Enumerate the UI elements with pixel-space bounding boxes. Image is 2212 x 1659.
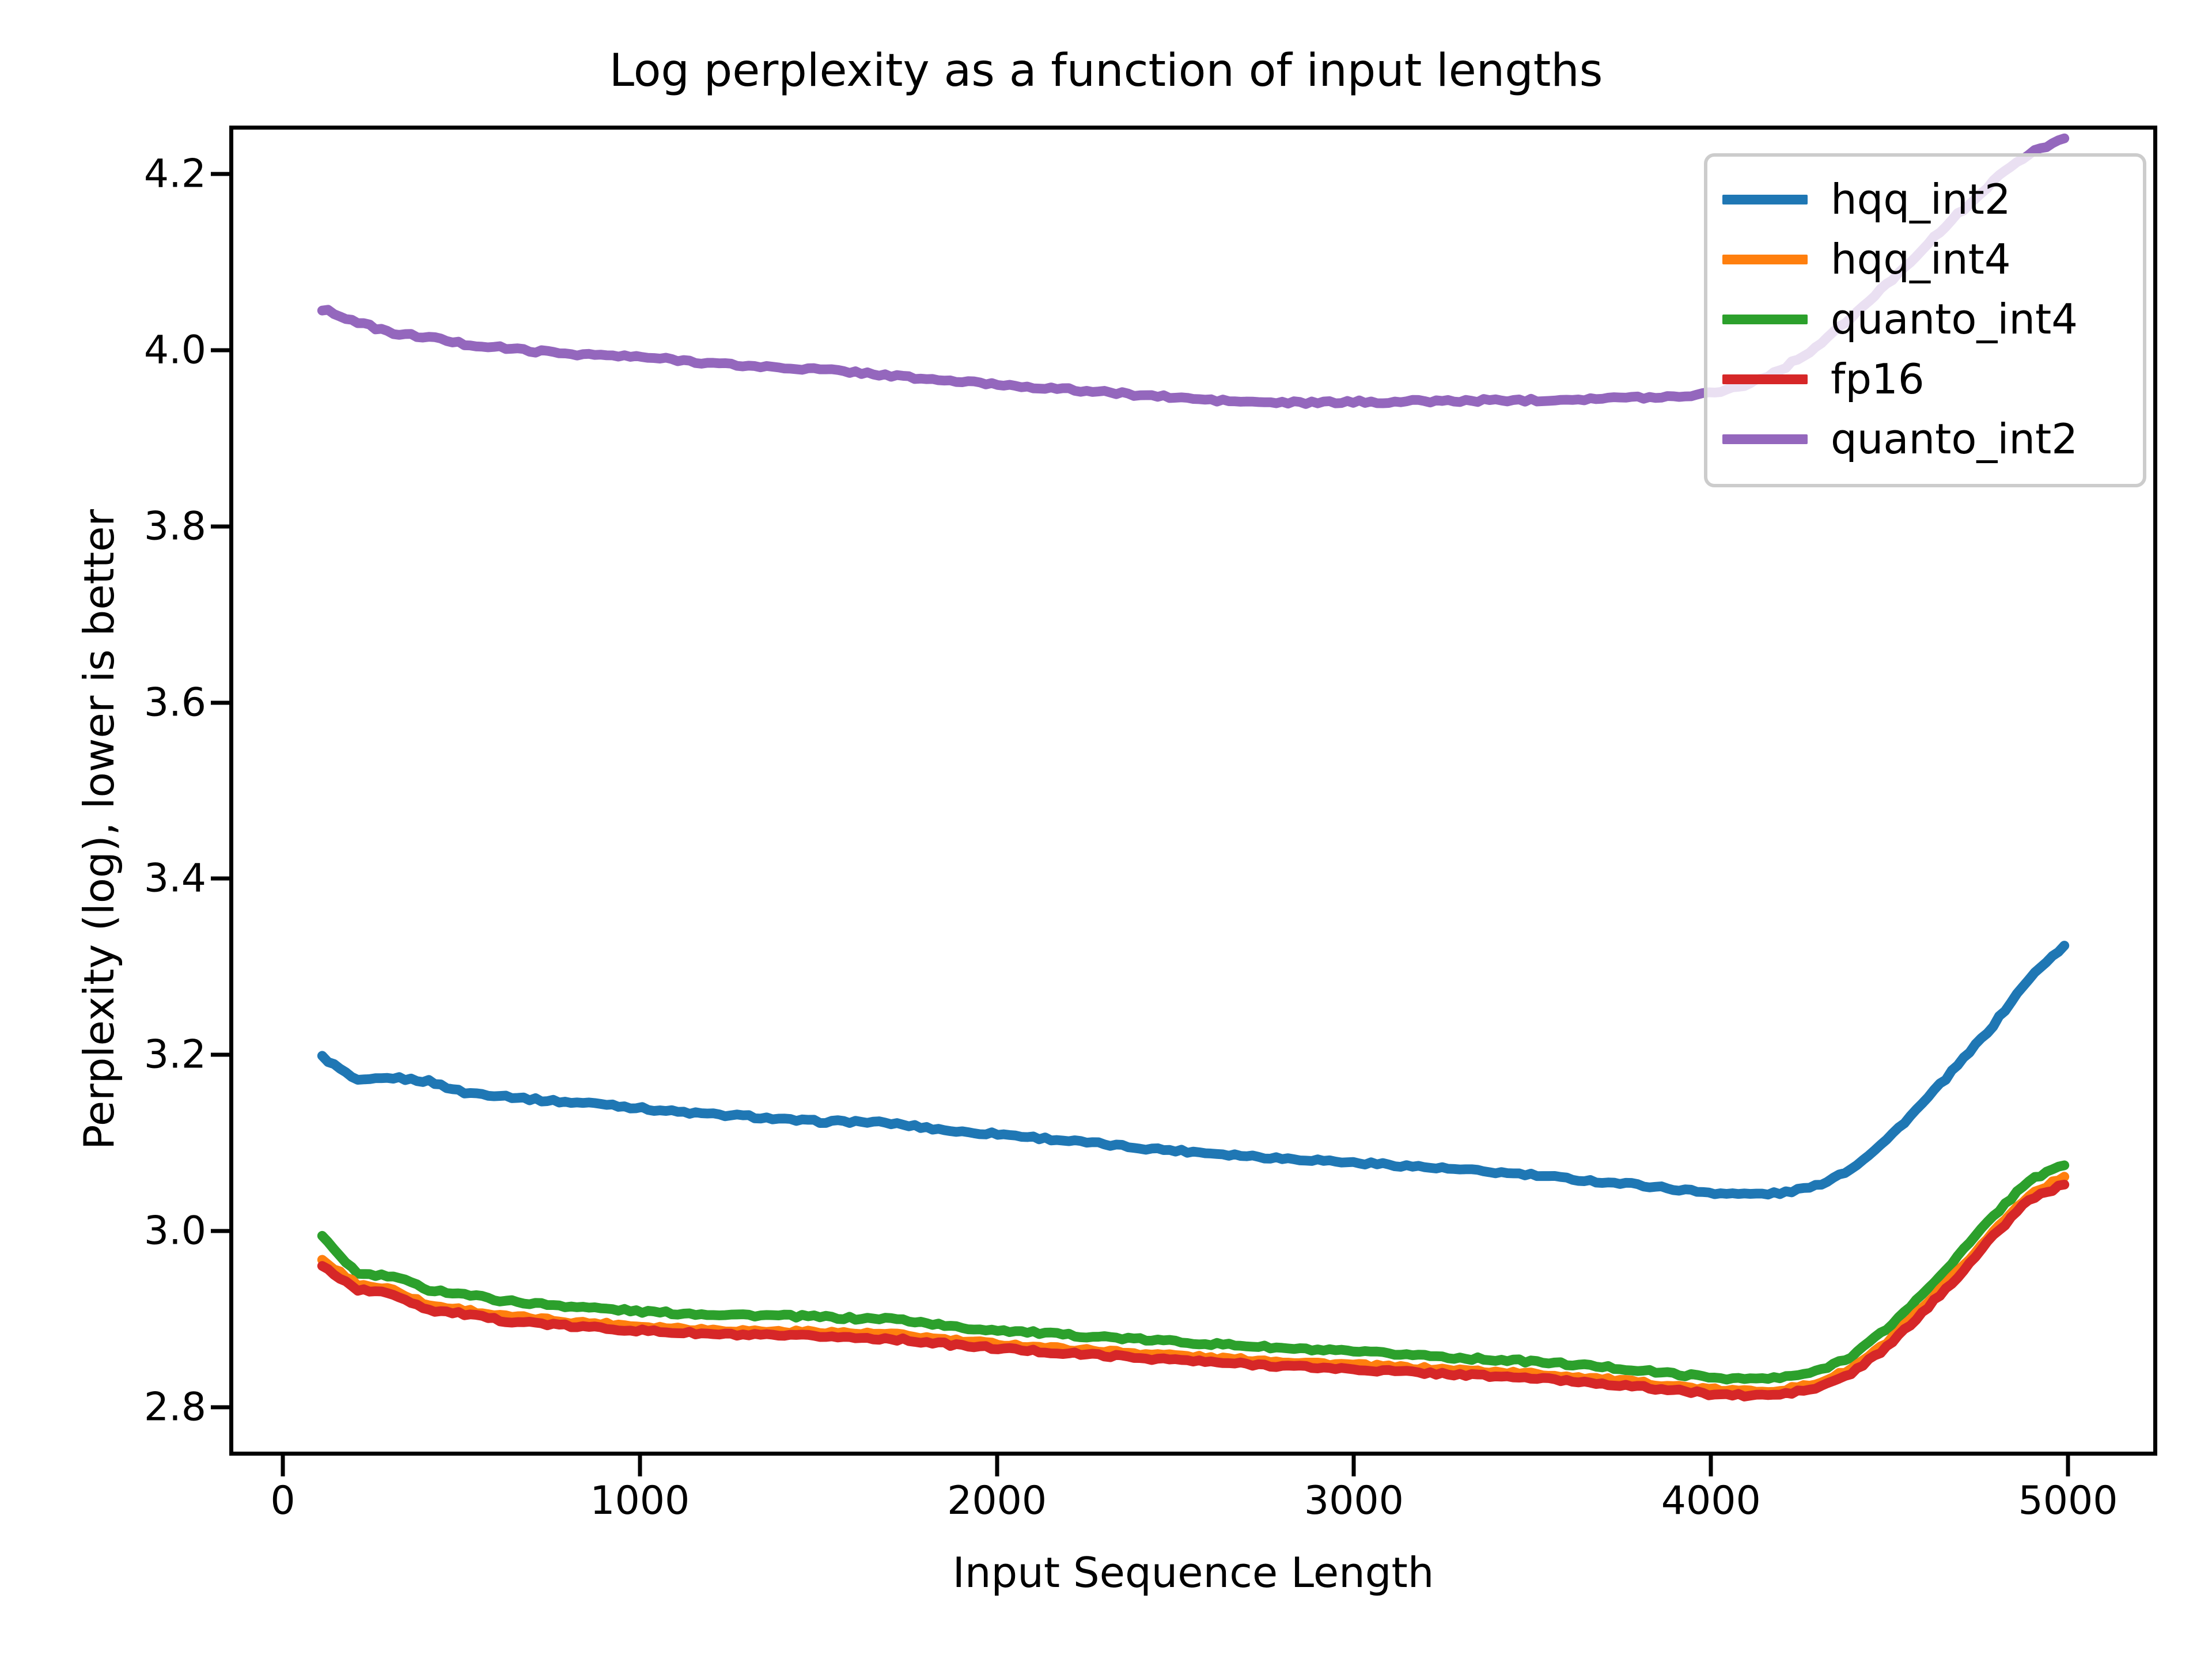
y-axis-tick-label: 3.4 (143, 855, 206, 902)
x-axis-tick-label: 0 (270, 1478, 296, 1524)
y-axis-label: Perplexity (log), lower is better (75, 509, 123, 1150)
x-axis-tick-mark (2066, 1456, 2070, 1476)
legend-color-swatch (1722, 314, 1808, 324)
y-axis-tick-mark (211, 348, 232, 353)
chart-legend: hqq_int2 hqq_int4 quanto_int4 fp16 quanto_in… (1704, 153, 2146, 487)
x-axis-tick-label: 4000 (1661, 1478, 1761, 1524)
x-axis-tick-mark (995, 1456, 999, 1476)
y-axis-tick-mark (211, 1052, 232, 1057)
legend-item-hqq_int2[interactable]: hqq_int2 (1722, 169, 2128, 229)
legend-color-swatch (1722, 254, 1808, 264)
y-axis-tick-label: 3.6 (143, 680, 206, 726)
x-axis-tick-mark (638, 1456, 642, 1476)
legend-item-label: quanto_int2 (1831, 415, 2078, 463)
y-axis-tick-mark (211, 524, 232, 529)
x-axis-tick-label: 2000 (947, 1478, 1047, 1524)
legend-item-label: fp16 (1831, 355, 1925, 403)
legend-item-label: hqq_int4 (1831, 235, 2011, 283)
x-axis-tick-mark (281, 1456, 285, 1476)
x-axis-tick-mark (1351, 1456, 1356, 1476)
legend-item-quanto_int4[interactable]: quanto_int4 (1722, 289, 2128, 349)
y-axis-tick-label: 3.2 (143, 1032, 206, 1078)
y-axis-tick-mark (211, 1229, 232, 1233)
y-axis-tick-label: 3.0 (143, 1208, 206, 1254)
y-axis-tick-label: 4.0 (143, 327, 206, 373)
series-line-hqq_int2 (317, 941, 2070, 1200)
x-axis-tick-label: 1000 (590, 1478, 690, 1524)
legend-color-swatch (1722, 194, 1808, 204)
x-axis-tick-label: 3000 (1304, 1478, 1404, 1524)
page-title: Log perplexity as a function of input le… (609, 45, 1603, 97)
legend-item-hqq_int4[interactable]: hqq_int4 (1722, 229, 2128, 289)
y-axis-tick-label: 3.8 (143, 503, 206, 550)
y-axis-tick-mark (211, 700, 232, 705)
y-axis-tick-mark (211, 1405, 232, 1410)
x-axis-tick-label: 5000 (2018, 1478, 2118, 1524)
legend-color-swatch (1722, 374, 1808, 384)
legend-item-quanto_int2[interactable]: quanto_int2 (1722, 409, 2128, 469)
legend-item-label: quanto_int4 (1831, 295, 2078, 343)
y-axis-tick-label: 4.2 (143, 151, 206, 197)
legend-color-swatch (1722, 434, 1808, 444)
legend-item-fp16[interactable]: fp16 (1722, 349, 2128, 409)
plot-lines (317, 133, 2070, 1402)
y-axis-tick-label: 2.8 (143, 1384, 206, 1430)
series-line-quanto_int4 (317, 1160, 2070, 1385)
x-axis-tick-mark (1709, 1456, 1713, 1476)
legend-item-label: hqq_int2 (1831, 175, 2011, 224)
y-axis-tick-mark (211, 172, 232, 176)
x-axis-label: Input Sequence Length (952, 1548, 1434, 1597)
series-line-fp16 (317, 1179, 2070, 1402)
y-axis-tick-mark (211, 876, 232, 881)
